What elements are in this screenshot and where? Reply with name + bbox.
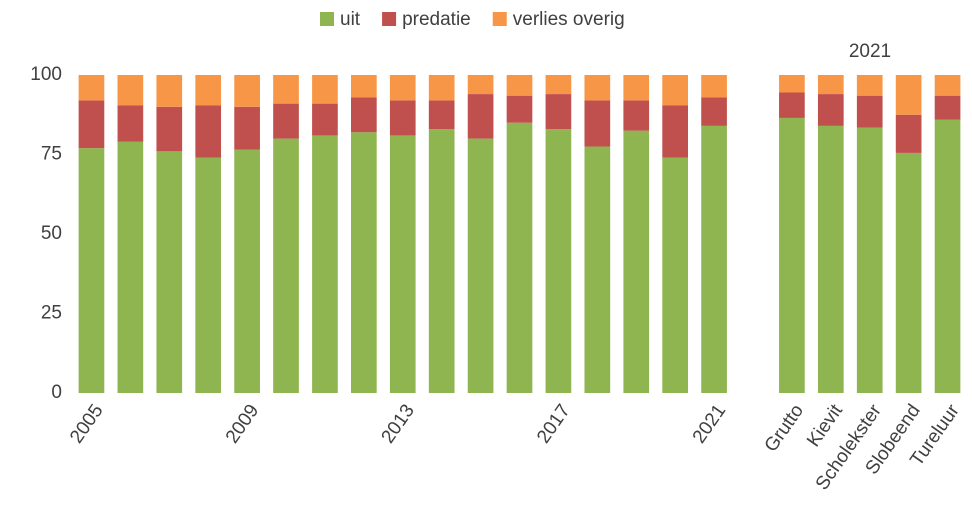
legend-label: uit xyxy=(340,9,361,30)
bar-segment xyxy=(584,100,611,147)
bar-segment xyxy=(662,105,688,158)
bar-segment xyxy=(506,75,533,96)
bar-segment xyxy=(856,127,883,393)
bar-segment xyxy=(817,75,844,95)
bar-segment xyxy=(156,75,183,107)
bar-segment xyxy=(428,100,455,130)
bar-segment xyxy=(584,146,611,393)
legend-label: predatie xyxy=(402,9,471,30)
bar-segment xyxy=(623,75,650,101)
y-tick-label: 0 xyxy=(51,382,62,403)
bar-segment xyxy=(584,75,611,101)
bar-segment xyxy=(895,114,922,153)
bar-segment xyxy=(351,75,377,98)
bar-segment xyxy=(506,95,533,123)
bar-segment xyxy=(545,94,572,130)
bar-segment xyxy=(856,95,883,128)
x-tick-label: 2013 xyxy=(378,401,419,448)
bar-segment xyxy=(545,129,572,393)
bar-segment xyxy=(662,157,688,393)
bar-segment xyxy=(934,119,961,394)
bar-segment xyxy=(195,75,222,106)
bar-segment xyxy=(312,135,338,394)
bar-segment xyxy=(78,75,105,101)
bar-segment xyxy=(467,94,494,139)
y-tick-label: 25 xyxy=(41,303,62,324)
bar-segment xyxy=(817,125,844,393)
bar-segment xyxy=(234,106,260,150)
bar-segment xyxy=(934,75,961,96)
bar-segment xyxy=(234,75,260,107)
bar-segment xyxy=(389,135,416,394)
bar-segment xyxy=(156,151,183,393)
bar-segment xyxy=(662,75,688,106)
legend-label: verlies overig xyxy=(513,9,625,30)
bar-segment xyxy=(117,105,144,142)
bar-segment xyxy=(234,149,260,393)
legend-swatch xyxy=(320,12,334,26)
bar-segment xyxy=(856,75,883,96)
x-tick-label: 2009 xyxy=(222,401,263,448)
x-tick-label: 2005 xyxy=(66,401,107,448)
bar-segment xyxy=(273,75,299,104)
bar-segment xyxy=(195,105,222,158)
bar-segment xyxy=(701,97,727,126)
bar-segment xyxy=(117,141,144,393)
bar-segment xyxy=(351,97,377,133)
bar-segment xyxy=(195,157,222,393)
bar-segment xyxy=(428,129,455,393)
x-tick-label: 2017 xyxy=(533,401,574,448)
bar-segment xyxy=(895,152,922,393)
bar-segment xyxy=(389,75,416,101)
y-tick-label: 100 xyxy=(30,64,62,85)
bar-segment xyxy=(701,125,727,393)
bar-segment xyxy=(351,132,377,394)
bar-segment xyxy=(312,75,338,104)
x-tick-label: 2021 xyxy=(689,401,730,448)
bar-segment xyxy=(467,75,494,95)
bar-segment xyxy=(156,106,183,152)
x-tick-label: Grutto xyxy=(761,401,808,456)
bar-segment xyxy=(117,75,144,106)
bar-segment xyxy=(623,130,650,393)
bar-segment xyxy=(779,92,805,118)
annotation: 2021 xyxy=(849,41,891,62)
y-tick-label: 50 xyxy=(41,223,62,244)
bar-segment xyxy=(817,94,844,126)
bar-segment xyxy=(428,75,455,101)
bar-segment xyxy=(895,75,922,115)
bar-segment xyxy=(273,138,299,393)
bar-segment xyxy=(273,103,299,139)
y-tick-label: 75 xyxy=(41,144,62,165)
bar-segment xyxy=(934,95,961,120)
bar-segment xyxy=(78,148,105,393)
bar-segment xyxy=(701,75,727,98)
bar-segment xyxy=(506,122,533,393)
legend-swatch xyxy=(492,12,507,26)
bar-segment xyxy=(623,100,650,131)
bar-segment xyxy=(78,100,105,149)
bar-segment xyxy=(779,117,805,394)
bar-segment xyxy=(545,75,572,95)
legend-swatch xyxy=(382,12,397,26)
bar-segment xyxy=(389,100,416,136)
bar-segment xyxy=(312,103,338,136)
bar-segment xyxy=(467,138,494,393)
bar-segment xyxy=(779,75,805,93)
